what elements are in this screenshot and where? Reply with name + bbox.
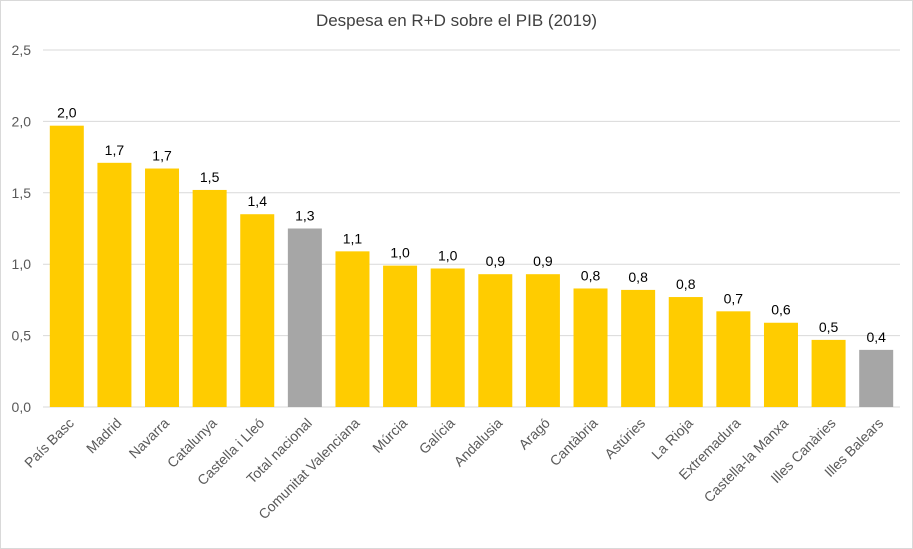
bar	[763, 322, 798, 407]
data-label: 1,7	[152, 148, 172, 164]
data-label: 0,4	[866, 329, 886, 345]
data-label: 0,8	[628, 269, 648, 285]
data-label: 0,5	[819, 319, 839, 335]
data-label: 1,0	[438, 247, 458, 263]
data-label: 0,9	[486, 253, 506, 269]
data-label: 1,3	[295, 208, 315, 224]
y-tick-label: 1,5	[12, 185, 32, 201]
category-label: Madrid	[83, 415, 125, 457]
data-label: 1,1	[343, 230, 363, 246]
chart-title: Despesa en R+D sobre el PIB (2019)	[315, 11, 598, 30]
data-label: 0,8	[581, 267, 601, 283]
bar	[383, 265, 418, 407]
bar	[621, 289, 656, 407]
bar	[97, 162, 132, 407]
bar	[859, 349, 894, 407]
bar	[525, 274, 560, 407]
category-label: Galícia	[416, 415, 458, 457]
data-label: 0,7	[724, 290, 744, 306]
bar	[49, 125, 84, 408]
data-label: 2,0	[57, 105, 77, 121]
y-tick-label: 2,0	[12, 113, 32, 129]
bar	[335, 251, 370, 407]
category-label: Astúries	[601, 415, 648, 462]
y-tick-label: 0,0	[12, 399, 32, 415]
data-label: 1,4	[248, 193, 268, 209]
category-label: Aragó	[515, 415, 553, 453]
bar	[811, 339, 846, 407]
data-label: 0,6	[771, 302, 791, 318]
bar	[478, 274, 513, 407]
y-tick-label: 2,5	[12, 42, 32, 58]
data-label: 0,8	[676, 276, 696, 292]
bar	[192, 189, 227, 407]
data-label: 0,9	[533, 253, 553, 269]
category-label: País Basc	[21, 415, 77, 471]
data-label: 1,7	[105, 142, 125, 158]
category-label: Cantàbria	[546, 415, 600, 469]
bar	[287, 228, 322, 407]
y-tick-label: 0,5	[12, 328, 32, 344]
category-label: La Rioja	[648, 415, 696, 463]
bar	[145, 168, 180, 407]
y-tick-label: 1,0	[12, 256, 32, 272]
bar	[430, 268, 465, 407]
data-label: 1,0	[390, 245, 410, 261]
category-label: Andalusia	[451, 415, 506, 470]
bar	[716, 311, 751, 407]
category-label: Múrcia	[369, 415, 410, 456]
bar	[240, 214, 275, 407]
data-label: 1,5	[200, 169, 220, 185]
category-label: Castella-la Manxa	[701, 415, 792, 506]
bar	[668, 297, 703, 407]
bar	[573, 288, 608, 407]
category-label: Navarra	[126, 415, 173, 462]
